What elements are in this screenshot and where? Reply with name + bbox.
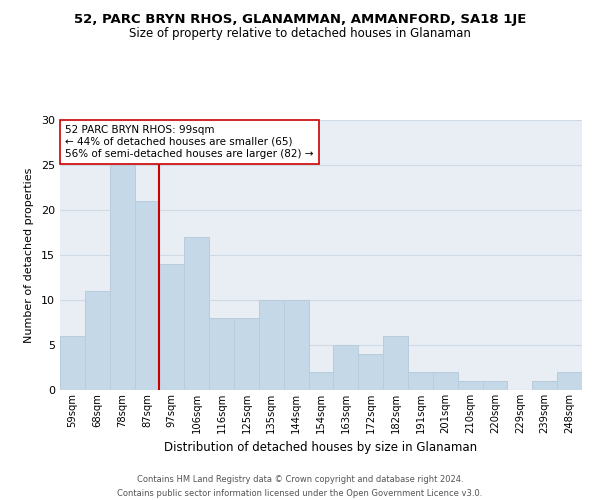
Bar (209, 318, 234, 390)
Bar (532, 381, 557, 390)
Bar (110, 165, 134, 390)
Y-axis label: Number of detached properties: Number of detached properties (24, 168, 34, 342)
Bar (284, 300, 308, 390)
Bar (60, 336, 85, 390)
Bar (184, 237, 209, 390)
Bar (160, 264, 184, 390)
X-axis label: Distribution of detached houses by size in Glanaman: Distribution of detached houses by size … (164, 442, 478, 454)
Bar (383, 336, 408, 390)
Bar (259, 300, 284, 390)
Bar (358, 354, 383, 390)
Bar (234, 318, 259, 390)
Text: Size of property relative to detached houses in Glanaman: Size of property relative to detached ho… (129, 28, 471, 40)
Bar (433, 372, 458, 390)
Bar (334, 345, 358, 390)
Bar (458, 381, 482, 390)
Bar (308, 372, 334, 390)
Text: 52, PARC BRYN RHOS, GLANAMMAN, AMMANFORD, SA18 1JE: 52, PARC BRYN RHOS, GLANAMMAN, AMMANFORD… (74, 12, 526, 26)
Text: Contains HM Land Registry data © Crown copyright and database right 2024.
Contai: Contains HM Land Registry data © Crown c… (118, 476, 482, 498)
Bar (85, 291, 110, 390)
Bar (134, 201, 160, 390)
Text: 52 PARC BRYN RHOS: 99sqm
← 44% of detached houses are smaller (65)
56% of semi-d: 52 PARC BRYN RHOS: 99sqm ← 44% of detach… (65, 126, 314, 158)
Bar (482, 381, 508, 390)
Bar (557, 372, 582, 390)
Bar (408, 372, 433, 390)
